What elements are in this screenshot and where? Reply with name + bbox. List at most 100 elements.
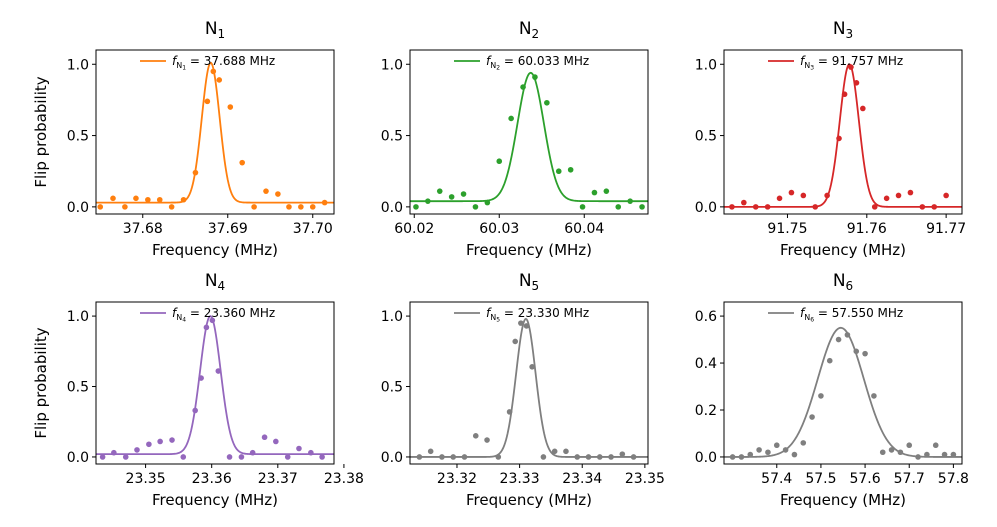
data-point [286,204,292,210]
fit-curve [410,71,648,203]
x-tick-label: 23.34 [562,471,602,487]
data-point [227,104,234,110]
legend: fN2 = 60.033 MHz [454,54,589,72]
data-point [461,454,468,460]
data-point [495,454,502,460]
data-point [756,447,762,453]
x-tick-label: 23.37 [258,471,298,487]
data-point [932,442,939,449]
y-tick-label: 0.5 [381,129,403,145]
data-point [764,204,771,210]
data-point [134,447,140,453]
data-point [773,442,780,449]
data-point [619,451,626,457]
y-tick-label: 1.0 [695,57,717,73]
data-point [871,393,877,399]
x-axis-label: Frequency (MHz) [466,491,592,509]
panel-title: N4 [205,271,225,293]
legend-label: fN3 = 91.757 MHz [800,54,903,72]
data-point [133,195,139,202]
legend: fN1 = 37.688 MHz [140,54,275,72]
data-point [122,204,128,210]
legend-label: fN5 = 23.330 MHz [486,306,589,324]
legend-label: fN1 = 37.688 MHz [172,54,275,72]
x-tick-label: 23.32 [437,471,477,487]
data-point [544,99,550,106]
axes-frame [723,49,963,215]
fit-curve [410,317,648,458]
data-point [765,449,771,456]
panel-2: 60.02 60.03 60.04 0.0 0.5 1.0 Frequency (MHz) N… [381,19,649,259]
data-point [809,414,815,420]
fit-curve [96,61,334,204]
data-point [897,449,904,456]
data-point [818,393,824,399]
data-point [943,192,949,199]
data-point [416,454,423,460]
data-point [425,198,431,204]
data-point [275,191,281,197]
x-tick-label: 60.02 [394,221,434,237]
data-point [800,440,807,446]
x-tick-label: 23.35 [126,471,166,487]
data-point [888,447,895,453]
x-tick-label: 37.70 [293,221,333,237]
data-point [321,199,328,206]
data-point [853,80,860,86]
data-point [215,368,222,374]
data-point [603,188,610,194]
data-point [950,451,957,458]
data-point [203,324,210,331]
data-point [931,204,938,210]
x-tick-label: 57.7 [894,471,925,487]
y-tick-label: 0.0 [695,200,717,216]
y-tick-label: 1.0 [381,57,403,73]
panel-4: 23.35 23.36 23.37 23.38 0.0 0.5 1.0 Frequency (… [32,271,364,509]
legend-label: fN2 = 60.033 MHz [486,54,589,72]
data-point [472,433,479,439]
legend: fN4 = 23.360 MHz [140,306,275,324]
data-point [615,204,622,210]
data-point [523,323,530,329]
data-point [273,438,279,445]
data-point [579,204,586,210]
y-tick-label: 0.5 [67,380,89,396]
data-point [450,454,457,460]
data-point [210,68,217,75]
panel-6: 57.4 57.5 57.6 57.7 57.8 0.0 0.2 0.4 0.6 Frequenc… [695,271,969,509]
data-point [836,135,842,142]
data-point [145,196,151,203]
panel-1: 37.68 37.69 37.70 0.0 0.5 1.0 Frequency (MHz) F… [32,19,335,259]
data-point [853,348,860,355]
data-point [567,166,574,173]
data-point [97,204,104,210]
data-point [585,454,592,460]
data-point [574,454,581,460]
fit-curve [724,326,962,458]
data-point [871,204,878,210]
x-tick-label: 23.36 [192,471,232,487]
data-point [639,204,645,210]
data-point [263,188,269,194]
panel-title: N2 [519,19,539,41]
axes-frame [723,301,963,465]
y-tick-label: 0.5 [67,129,89,145]
data-point [251,204,257,210]
y-axis-label: Flip probability [32,76,50,187]
data-point [835,336,842,343]
y-tick-label: 0.5 [695,129,717,145]
y-tick-label: 0.0 [67,450,89,466]
data-point [427,448,434,455]
data-point [99,454,106,460]
x-tick-label: 37.69 [208,221,248,237]
data-point [436,188,443,194]
data-point [906,442,913,449]
data-point [238,454,245,460]
fit-curve [724,63,962,208]
legend: fN3 = 91.757 MHz [768,54,903,72]
data-point [630,454,637,460]
data-point [484,437,490,443]
data-point [308,449,314,456]
panel-5: 23.32 23.33 23.34 23.35 0.0 0.5 1.0 Frequency (… [381,271,665,509]
